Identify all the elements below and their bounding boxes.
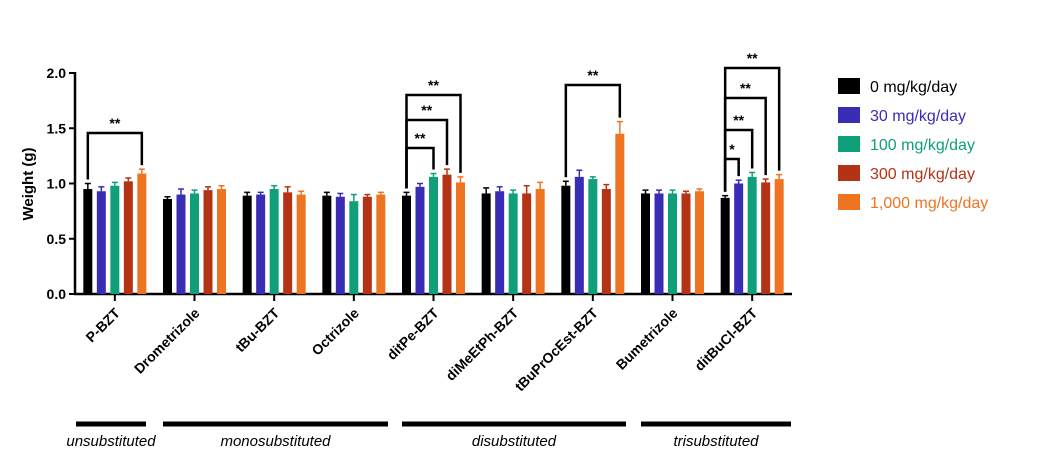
bar (322, 195, 332, 294)
significance-bracket (405, 118, 449, 189)
bar (442, 174, 452, 294)
bar (574, 176, 584, 294)
legend-swatch (838, 107, 860, 123)
bars (83, 120, 784, 294)
significance-bracket (564, 83, 622, 178)
group-label: unsubstituted (66, 433, 156, 450)
bar (535, 189, 545, 294)
bar (495, 191, 505, 294)
significance-marker: * (729, 141, 735, 157)
legend-swatch (838, 165, 860, 181)
x-tick-label: ditPe-BZT (384, 304, 442, 362)
bar (615, 133, 625, 294)
bar (242, 195, 252, 294)
bar (335, 196, 345, 294)
legend-swatch (838, 136, 860, 152)
x-tick-label: tBu-BZT (232, 304, 283, 355)
significance-marker: ** (740, 80, 751, 96)
bar (402, 195, 411, 294)
bar (137, 173, 147, 294)
bar (747, 176, 757, 294)
bar (217, 189, 226, 294)
bar (110, 185, 120, 294)
substitution-groups: unsubstituted monosubstituted disubstitute… (66, 421, 791, 450)
bar (123, 181, 133, 294)
x-tick-labels: P-BZT Drometrizole tBu-BZT Octrizole ditPe-B… (82, 304, 760, 394)
bar (641, 193, 650, 294)
bar (761, 182, 771, 294)
significance-marker: ** (421, 102, 432, 118)
bar (190, 193, 199, 294)
legend-label: 0 mg/kg/day (870, 79, 957, 96)
bar (522, 193, 532, 294)
legend-label: 300 mg/kg/day (870, 166, 975, 183)
bar (376, 194, 386, 294)
bar (456, 182, 465, 294)
x-tick-label: diMeEtPh-BZT (442, 304, 521, 383)
significance-marker: ** (428, 77, 439, 93)
bar (720, 197, 730, 294)
legend-label: 1,000 mg/kg/day (870, 195, 988, 212)
x-tick-label: Drometrizole (131, 305, 203, 377)
x-tick-label: Bumetrizole (613, 305, 681, 373)
y-axis-label: Weight (g) (20, 147, 37, 220)
bar (349, 201, 359, 294)
significance-marker: ** (415, 130, 426, 146)
y-tick-label: 0.0 (47, 286, 67, 302)
bar (362, 196, 372, 294)
bar (429, 176, 438, 294)
y-tick-label: 0.5 (47, 231, 67, 247)
y-tick-label: 1.0 (47, 176, 67, 192)
bar (296, 194, 306, 294)
x-tick-label: ditBuCl-BZT (691, 305, 760, 374)
significance-bracket (405, 93, 462, 189)
bar (734, 183, 744, 294)
bar (415, 186, 425, 294)
group-label: disubstituted (472, 433, 557, 450)
significance-brackets: ***************** (86, 50, 781, 192)
significance-marker: ** (747, 50, 758, 66)
x-tick-label: Octrizole (308, 305, 362, 359)
bar (256, 194, 266, 294)
bar (695, 191, 704, 294)
legend-label: 30 mg/kg/day (870, 108, 966, 125)
bar (668, 193, 677, 294)
x-tick-label: tBuPrOcEst-BZT (512, 304, 602, 394)
bar (681, 193, 691, 294)
bar (508, 193, 518, 294)
bar (163, 198, 172, 294)
y-tick-label: 1.5 (47, 120, 67, 136)
significance-marker: ** (109, 115, 120, 131)
bar (601, 189, 611, 294)
significance-bracket (723, 66, 781, 192)
group-label: trisubstituted (673, 433, 759, 450)
bar (481, 193, 491, 294)
bar (588, 179, 598, 294)
bar (96, 191, 106, 294)
bar (83, 189, 93, 294)
bar (269, 189, 279, 294)
legend-swatch (838, 194, 860, 210)
bar (561, 185, 571, 294)
significance-marker: ** (587, 67, 598, 83)
legend: 0 mg/kg/day 30 mg/kg/day 100 mg/kg/day 300 … (838, 78, 988, 212)
legend-swatch (838, 78, 860, 94)
group-label: monosubstituted (220, 433, 331, 450)
x-tick-label: P-BZT (82, 304, 123, 345)
y-tick-label: 2.0 (47, 65, 67, 81)
bar (654, 193, 664, 294)
significance-bracket (86, 131, 144, 180)
bar (176, 194, 186, 294)
significance-marker: ** (733, 112, 744, 128)
legend-label: 100 mg/kg/day (870, 137, 975, 154)
bar (203, 190, 213, 294)
bar (774, 179, 784, 294)
bar (283, 192, 293, 294)
